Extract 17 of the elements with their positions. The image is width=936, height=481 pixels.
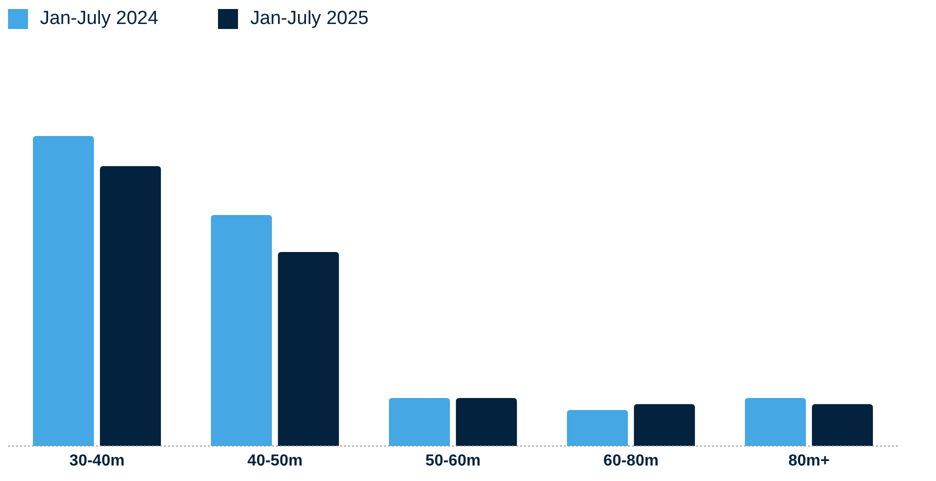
bar <box>210 215 272 446</box>
bar <box>456 398 517 446</box>
x-tick-label: 40-50m <box>247 452 303 470</box>
bar <box>812 404 873 446</box>
bar <box>634 404 695 446</box>
bar <box>32 136 94 446</box>
x-tick-label: 50-60m <box>425 452 481 470</box>
x-tick-label: 80m+ <box>788 452 830 470</box>
bar <box>278 252 339 446</box>
x-tick-label: 30-40m <box>69 452 125 470</box>
legend-label: Jan-July 2024 <box>40 8 158 30</box>
bar <box>100 166 161 446</box>
bar <box>744 398 806 446</box>
x-tick-label: 60-80m <box>603 452 659 470</box>
bar <box>566 410 628 446</box>
legend-label: Jan-July 2025 <box>250 8 369 30</box>
bar <box>388 398 450 446</box>
